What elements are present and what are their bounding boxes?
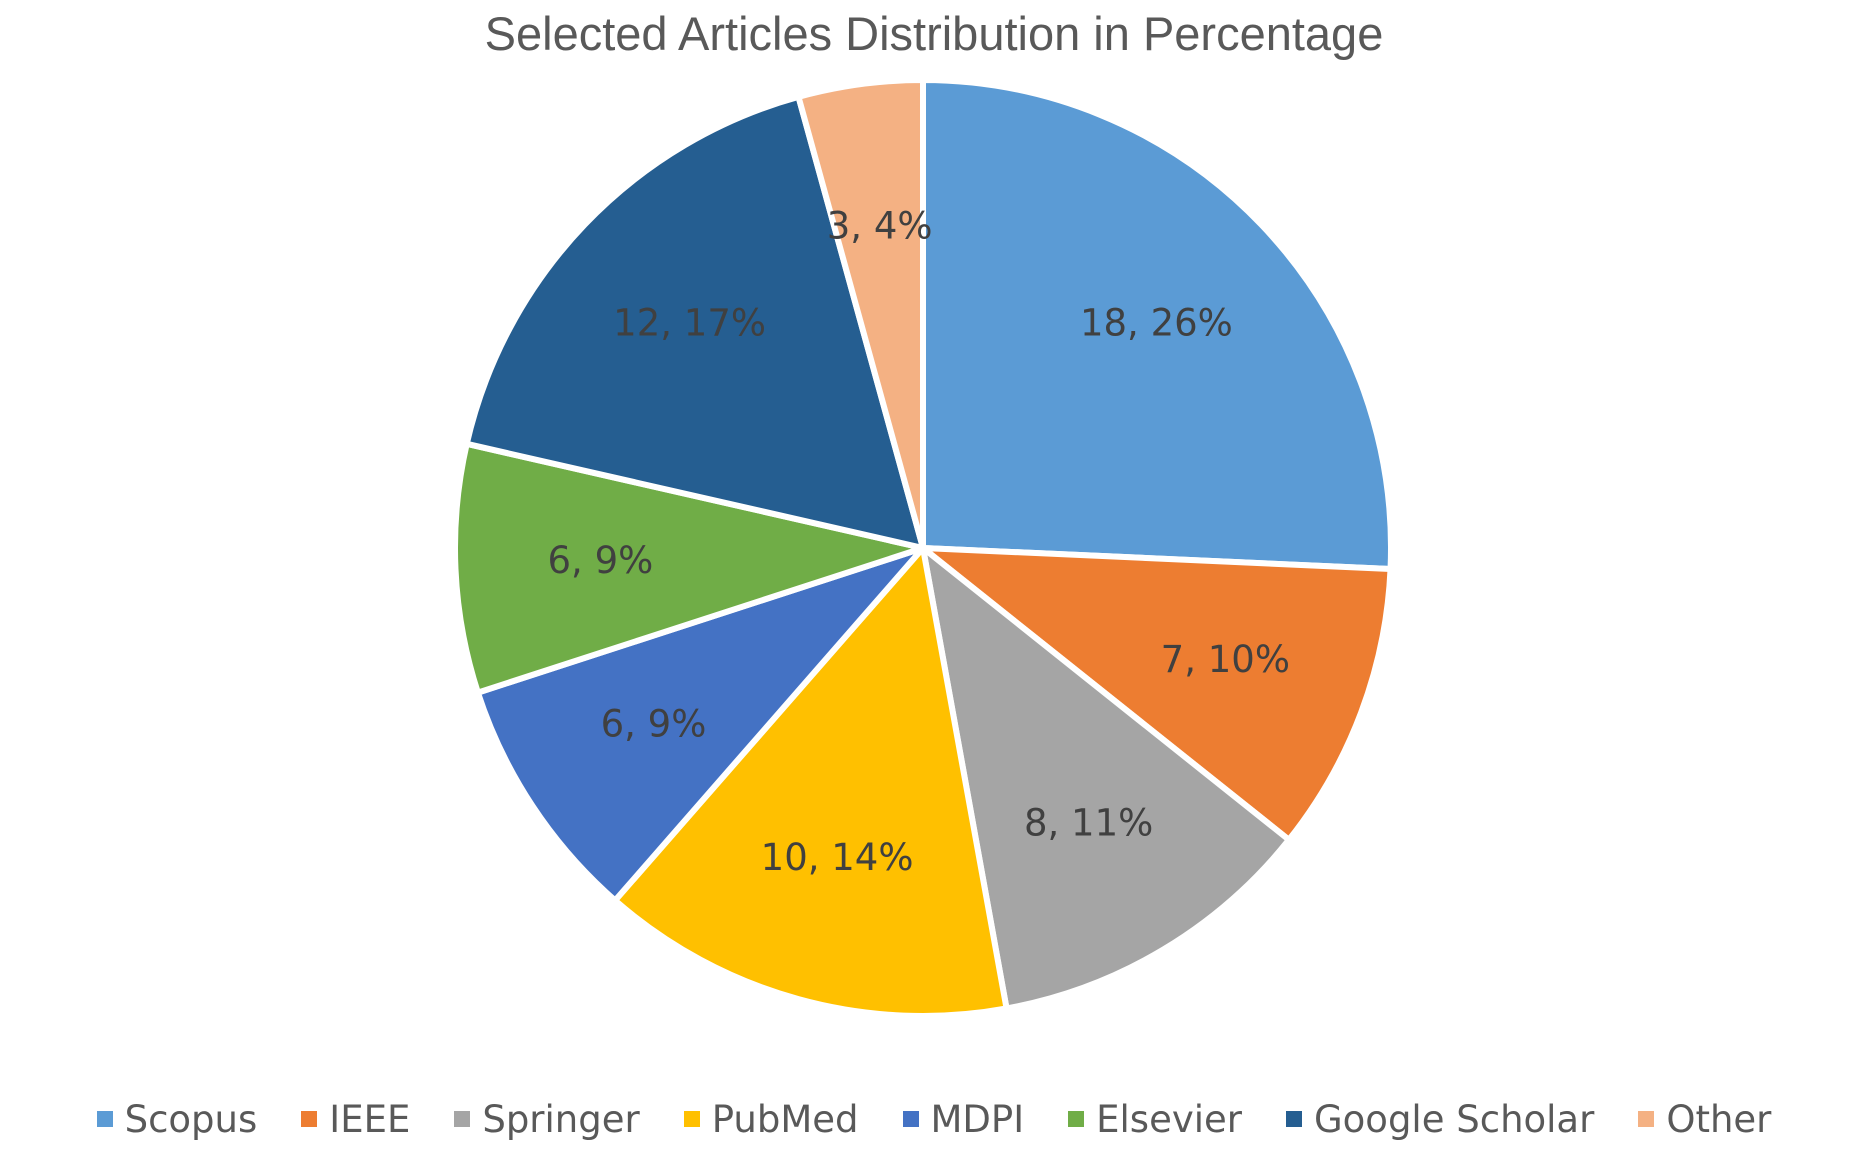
legend-item-ieee: IEEE xyxy=(301,1098,410,1141)
legend-swatch xyxy=(1068,1111,1085,1127)
legend-swatch xyxy=(1638,1111,1655,1127)
data-label-springer: 8, 11% xyxy=(1024,802,1153,845)
legend-item-elsevier: Elsevier xyxy=(1068,1098,1242,1141)
data-label-mdpi: 6, 9% xyxy=(601,702,707,745)
legend-item-other: Other xyxy=(1638,1098,1771,1141)
data-label-ieee: 7, 10% xyxy=(1161,638,1290,681)
data-label-elsevier: 6, 9% xyxy=(548,539,654,582)
pie-slice-springer xyxy=(920,545,1292,1012)
legend-item-mdpi: MDPI xyxy=(902,1097,1025,1141)
chart-legend: Scopus IEEE Springer PubMed MDPI Elsevier Goog… xyxy=(0,1094,1868,1144)
data-label-pubmed: 10, 14% xyxy=(761,836,914,879)
legend-swatch xyxy=(1286,1111,1302,1127)
data-label-other: 3, 4% xyxy=(827,205,933,248)
legend-item-pubmed: PubMed xyxy=(683,1097,859,1141)
legend-label: MDPI xyxy=(930,1097,1025,1141)
pie-slice-mdpi xyxy=(474,545,926,904)
legend-label: Google Scholar xyxy=(1314,1097,1595,1141)
pie-slice-ieee xyxy=(920,545,1394,843)
data-label-google-scholar: 12, 17% xyxy=(613,301,766,344)
legend-label: IEEE xyxy=(329,1097,411,1141)
legend-swatch xyxy=(683,1111,700,1127)
pie-slice-elsevier xyxy=(452,440,926,696)
legend-label: PubMed xyxy=(711,1097,859,1141)
chart-title: Selected Articles Distribution in Percen… xyxy=(484,7,1384,60)
legend-item-springer: Springer xyxy=(454,1097,640,1141)
data-label-scopus: 18, 26% xyxy=(1080,301,1233,344)
legend-label: Scopus xyxy=(124,1097,258,1141)
pie-slice-pubmed xyxy=(612,545,1010,1019)
pie-slice-other xyxy=(795,77,926,551)
legend-swatch xyxy=(96,1111,113,1127)
legend-label: Other xyxy=(1666,1097,1772,1141)
legend-item-google-scholar: Google Scholar xyxy=(1286,1098,1594,1141)
pie-slice-google-scholar xyxy=(463,93,926,551)
legend-swatch xyxy=(301,1111,318,1127)
legend-item-scopus: Scopus xyxy=(96,1097,258,1141)
pie-slice-scopus xyxy=(920,77,1394,572)
legend-swatch xyxy=(454,1111,471,1127)
legend-label: Springer xyxy=(482,1097,640,1141)
legend-swatch xyxy=(902,1111,919,1127)
legend-label: Elsevier xyxy=(1096,1097,1242,1141)
